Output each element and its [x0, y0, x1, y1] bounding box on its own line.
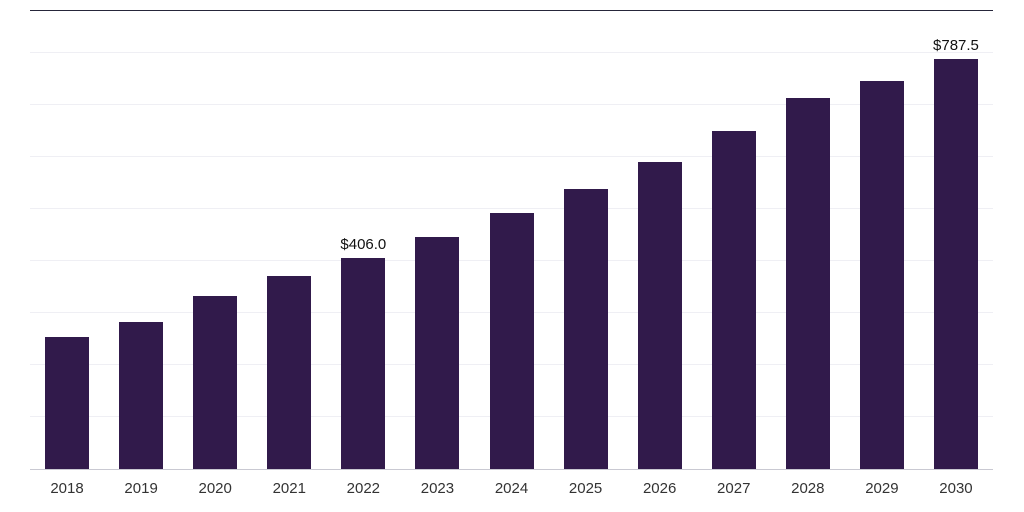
plot-area: $406.0 $787.5 [30, 10, 993, 470]
bar [933, 59, 978, 469]
x-tick-label: 2018 [50, 480, 84, 497]
x-tick-label: 2028 [791, 480, 825, 497]
bar [193, 296, 238, 469]
bar-slot: $787.5 [919, 11, 993, 469]
data-label: $406.0 [340, 235, 387, 253]
bar-slot [252, 11, 326, 469]
x-tick-label: 2022 [346, 480, 381, 497]
x-tick-label: 2020 [198, 480, 232, 497]
bar-slot [474, 11, 548, 469]
bar [267, 275, 312, 469]
x-tick-label: 2027 [717, 480, 751, 497]
bar-slot [845, 11, 919, 469]
bar [45, 336, 90, 469]
x-tick-label: 2025 [568, 480, 603, 497]
gridline [30, 155, 993, 157]
bar [637, 161, 682, 469]
bar [859, 81, 904, 469]
gridline [30, 51, 993, 53]
bar-slot [623, 11, 697, 469]
x-tick-label: 2030 [939, 480, 973, 497]
x-tick-label: 2026 [642, 480, 677, 497]
bar [341, 257, 386, 469]
bars-container: $406.0 $787.5 [30, 11, 993, 469]
x-tick-label: 2023 [420, 480, 455, 497]
bar [415, 236, 460, 469]
bar-slot [178, 11, 252, 469]
gridline [30, 207, 993, 209]
bar [785, 98, 830, 469]
bar-slot [400, 11, 474, 469]
x-tick-label: 2029 [865, 480, 899, 497]
bar [489, 212, 534, 469]
bar-slot [771, 11, 845, 469]
bar [563, 189, 608, 469]
data-label: $787.5 [933, 37, 979, 55]
bar-slot [697, 11, 771, 469]
x-tick-label: 2019 [124, 480, 158, 497]
bar-slot [30, 11, 104, 469]
x-tick-label: 2024 [494, 480, 529, 497]
bar-slot: $406.0 [326, 11, 400, 469]
bar-slot [104, 11, 178, 469]
x-axis-labels: 2018 2019 2020 2021 2022 2023 2024 2025 2026 2027… [30, 470, 993, 512]
bar [711, 131, 756, 469]
x-tick-label: 2021 [272, 480, 306, 497]
gridline [30, 103, 993, 105]
bar-slot [549, 11, 623, 469]
bar [119, 322, 164, 469]
